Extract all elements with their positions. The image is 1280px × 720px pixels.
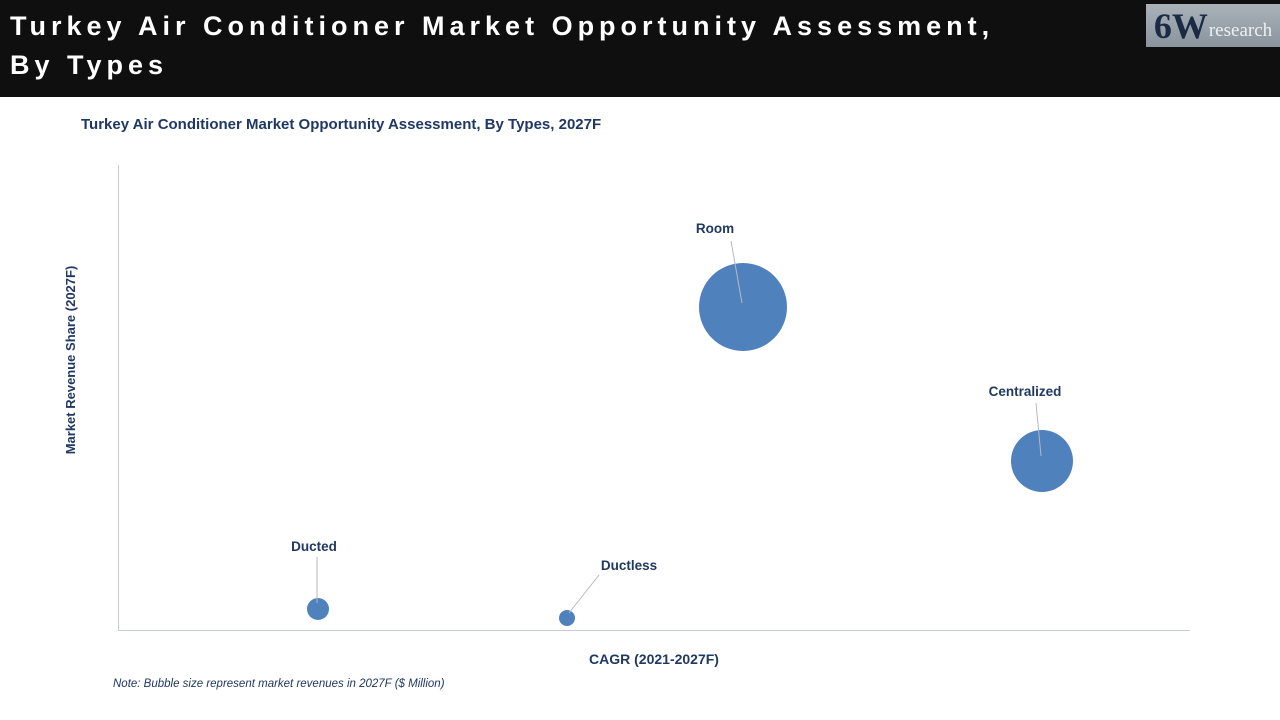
x-axis-label: CAGR (2021-2027F) bbox=[589, 651, 719, 667]
leader-line-ductless bbox=[568, 574, 600, 614]
bubble-chart-svg: Room Centralized Ducted Ductless bbox=[291, 221, 1073, 626]
leader-line-room bbox=[730, 240, 743, 304]
y-axis-label: Market Revenue Share (2027F) bbox=[63, 265, 78, 455]
bubble-label-ductless: Ductless bbox=[601, 558, 657, 573]
chart-title: Turkey Air Conditioner Market Opportunit… bbox=[81, 116, 602, 133]
page-title: Turkey Air Conditioner Market Opportunit… bbox=[10, 7, 994, 85]
bubble-label-room: Room bbox=[696, 221, 734, 236]
leader-line-centralized bbox=[1035, 402, 1042, 457]
bubble-chart-plot-area: Room Centralized Ducted Ductless bbox=[118, 165, 1190, 631]
bubble-ductless bbox=[559, 610, 575, 626]
bubble-label-ducted: Ducted bbox=[291, 539, 337, 554]
bubble-centralized bbox=[1011, 430, 1073, 492]
logo-sub-text: research bbox=[1208, 20, 1273, 41]
bubble-room bbox=[699, 263, 787, 351]
bubble-ducted bbox=[307, 598, 329, 620]
chart-footnote: Note: Bubble size represent market reven… bbox=[113, 678, 445, 690]
bubble-label-centralized: Centralized bbox=[989, 384, 1062, 399]
page-title-line1: Turkey Air Conditioner Market Opportunit… bbox=[10, 11, 995, 41]
header-bar: Turkey Air Conditioner Market Opportunit… bbox=[0, 0, 1280, 97]
logo: 6W research bbox=[1146, 4, 1280, 47]
logo-main-text: 6W bbox=[1153, 6, 1208, 46]
page-title-line2: By Types bbox=[10, 50, 169, 80]
